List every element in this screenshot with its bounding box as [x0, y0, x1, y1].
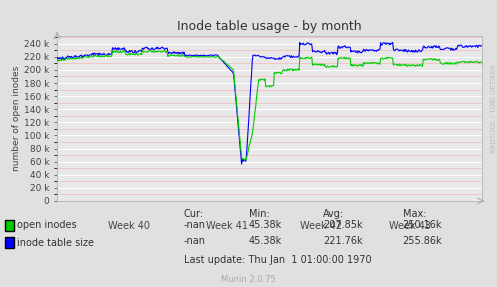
Text: RRDTOOL / TOBI OETIKER: RRDTOOL / TOBI OETIKER [491, 65, 497, 154]
Text: inode table size: inode table size [17, 238, 94, 247]
Text: Week 43: Week 43 [389, 221, 431, 231]
Text: open inodes: open inodes [17, 220, 77, 230]
Y-axis label: number of open inodes: number of open inodes [12, 66, 21, 171]
Text: Week 41: Week 41 [206, 221, 248, 231]
Title: Inode table usage - by month: Inode table usage - by month [177, 20, 362, 33]
Text: -nan: -nan [184, 236, 206, 246]
Text: Avg:: Avg: [323, 209, 344, 219]
Text: 45.38k: 45.38k [248, 236, 282, 246]
Text: Cur:: Cur: [184, 209, 204, 219]
Text: Week 42: Week 42 [300, 221, 341, 231]
Text: Munin 2.0.75: Munin 2.0.75 [221, 275, 276, 284]
Text: 207.85k: 207.85k [323, 220, 363, 230]
Text: 221.76k: 221.76k [323, 236, 363, 246]
Text: 250.16k: 250.16k [403, 220, 442, 230]
Text: 45.38k: 45.38k [248, 220, 282, 230]
Text: -nan: -nan [184, 220, 206, 230]
Text: Max:: Max: [403, 209, 426, 219]
Text: 255.86k: 255.86k [403, 236, 442, 246]
Text: Min:: Min: [248, 209, 269, 219]
Text: Last update: Thu Jan  1 01:00:00 1970: Last update: Thu Jan 1 01:00:00 1970 [184, 255, 372, 265]
Text: Week 40: Week 40 [108, 221, 151, 231]
